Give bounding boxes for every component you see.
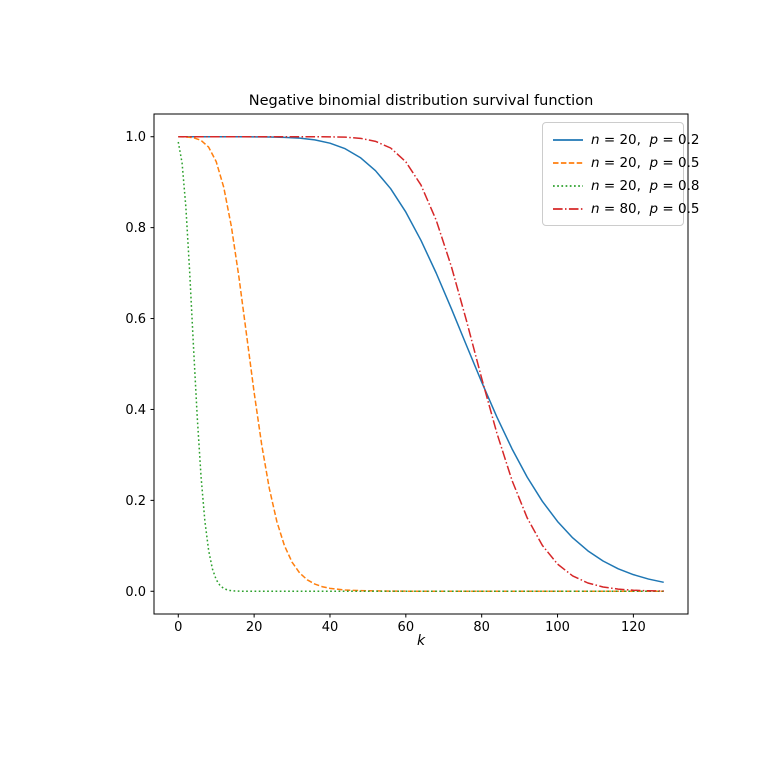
legend-label: n = 20, p = 0.5: [591, 154, 700, 171]
x-axis-ticks: 0 20 40 60 80 100 120: [174, 614, 646, 635]
x-tick-label: 40: [322, 620, 339, 635]
legend-line-sample: [553, 161, 583, 164]
legend-label: n = 20, p = 0.8: [591, 177, 700, 194]
legend-item-2: n = 20, p = 0.5: [553, 151, 699, 174]
x-tick-label: 60: [398, 620, 415, 635]
series-line-4: [178, 135, 664, 592]
y-axis-ticks: 0.0 0.2 0.4 0.6 0.8 1.0: [125, 130, 154, 600]
y-tick-label: 0.4: [125, 403, 146, 418]
y-tick-label: 0.6: [125, 312, 146, 327]
legend-line-sample: [553, 184, 583, 187]
legend-box: n = 20, p = 0.2 n = 20, p = 0.5 n = 20, p …: [542, 122, 699, 226]
chart-title: Negative binomial distribution survival …: [248, 93, 594, 109]
x-axis-label: k: [416, 633, 426, 649]
x-tick-label: 100: [545, 620, 570, 635]
y-tick-label: 0.2: [125, 494, 146, 509]
legend-label: n = 20, p = 0.2: [591, 131, 700, 148]
series-line-2: [178, 136, 664, 593]
x-tick-label: 120: [621, 620, 646, 635]
y-tick-label: 0.8: [125, 221, 146, 236]
x-tick-label: 20: [246, 620, 263, 635]
legend-item-3: n = 20, p = 0.8: [553, 174, 699, 197]
legend-item-1: n = 20, p = 0.2: [553, 128, 699, 151]
y-tick-label: 0.0: [125, 585, 146, 600]
plot-frame: [153, 113, 689, 615]
legend-item-4: n = 80, p = 0.5: [553, 197, 699, 220]
legend-line-sample: [553, 138, 583, 141]
legend-label: n = 80, p = 0.5: [591, 200, 700, 217]
series-line-1: [178, 135, 664, 584]
legend-line-sample: [553, 207, 583, 210]
x-tick-label: 0: [174, 620, 182, 635]
y-tick-label: 1.0: [125, 130, 146, 145]
x-tick-label: 80: [473, 620, 490, 635]
